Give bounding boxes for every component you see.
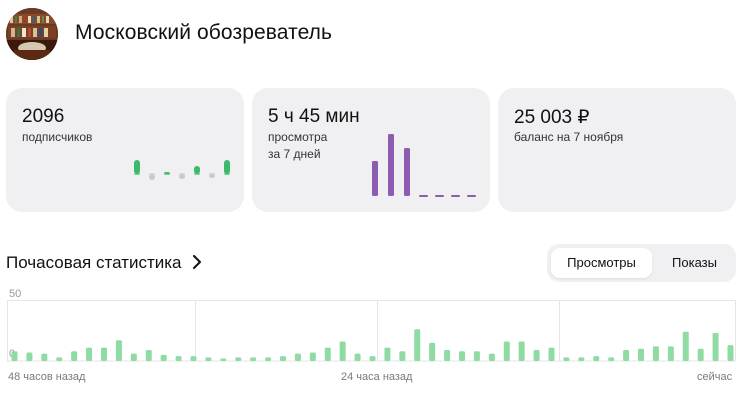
hourly-bar[interactable]	[623, 350, 630, 361]
hourly-bar[interactable]	[86, 347, 93, 361]
hourly-bar[interactable]	[160, 354, 167, 361]
hourly-stats-link[interactable]: Почасовая статистика	[6, 253, 202, 273]
hourly-bar[interactable]	[652, 346, 659, 361]
hourly-bar[interactable]	[220, 358, 227, 361]
hourly-bar[interactable]	[384, 347, 391, 361]
watch-time-spark-dash	[435, 195, 444, 197]
hourly-bar[interactable]	[503, 341, 510, 361]
hourly-bar[interactable]	[667, 346, 674, 361]
watch-time-spark-bar	[388, 134, 394, 196]
subscribers-card[interactable]: 2096 подписчиков	[6, 88, 244, 212]
hourly-bar[interactable]	[518, 341, 525, 361]
hourly-bar-chart: 500	[7, 288, 736, 362]
hourly-bar[interactable]	[399, 351, 406, 361]
watch-time-spark-dash	[419, 195, 428, 197]
y-tick-max: 50	[9, 288, 21, 300]
hourly-bar[interactable]	[41, 353, 48, 361]
hourly-bar[interactable]	[563, 357, 570, 361]
hourly-bar[interactable]	[429, 342, 436, 361]
hourly-bar[interactable]	[26, 352, 33, 361]
hourly-bar[interactable]	[280, 356, 286, 361]
hourly-bar[interactable]	[130, 353, 137, 361]
x-label-middle: 24 часа назад	[341, 371, 413, 383]
hourly-bar[interactable]	[593, 356, 600, 361]
subscribers-spark-bar	[179, 174, 185, 179]
subscribers-spark-bar	[224, 160, 230, 174]
hourly-bar[interactable]	[175, 356, 182, 361]
subscribers-spark-baseline	[164, 173, 170, 175]
hourly-bar[interactable]	[548, 347, 555, 361]
subscribers-sparkline	[134, 160, 230, 180]
hourly-bar[interactable]	[459, 351, 465, 361]
x-label-start: 48 часов назад	[8, 371, 86, 383]
balance-label: баланс на 7 ноября	[514, 130, 624, 144]
hourly-bar[interactable]	[533, 350, 540, 361]
hourly-bar[interactable]	[697, 348, 704, 361]
balance-card[interactable]: 25 003 ₽ баланс на 7 ноября	[498, 88, 736, 212]
subscribers-spark-baseline	[179, 173, 185, 175]
hourly-bar[interactable]	[145, 350, 152, 361]
hourly-bar[interactable]	[682, 331, 689, 361]
channel-name[interactable]: Московский обозреватель	[75, 21, 333, 44]
hourly-bar[interactable]	[712, 332, 719, 361]
hourly-bar[interactable]	[638, 348, 644, 361]
chevron-right-icon	[192, 254, 202, 272]
tab-views[interactable]: Просмотры	[551, 248, 652, 278]
hourly-bar[interactable]	[190, 356, 197, 361]
avatar-image	[6, 8, 58, 60]
hourly-bar[interactable]	[473, 351, 480, 361]
hourly-bar[interactable]	[250, 357, 257, 361]
hourly-bar[interactable]	[488, 353, 495, 361]
hourly-bar[interactable]	[727, 345, 734, 361]
subscribers-spark-bar	[194, 166, 200, 174]
watch-time-card[interactable]: 5 ч 45 мин просмотра за 7 дней	[252, 88, 490, 212]
hourly-bar[interactable]	[414, 329, 421, 361]
subscribers-spark-baseline	[134, 173, 140, 175]
watch-time-spark-dash	[451, 195, 460, 197]
hourly-bar[interactable]	[294, 353, 301, 361]
hourly-bar[interactable]	[354, 353, 361, 361]
hourly-bar[interactable]	[339, 341, 346, 361]
hourly-bar[interactable]	[71, 351, 78, 361]
watch-time-value: 5 ч 45 мин	[268, 106, 360, 127]
hourly-bar[interactable]	[235, 357, 242, 361]
watch-time-spark-bar	[404, 148, 410, 196]
channel-avatar[interactable]	[6, 8, 58, 60]
hourly-bar[interactable]	[11, 351, 18, 361]
subscribers-spark-baseline	[149, 173, 155, 175]
watch-time-sparkline	[372, 134, 476, 197]
subscribers-label: подписчиков	[22, 130, 93, 144]
hourly-bar[interactable]	[608, 357, 615, 361]
x-label-end: сейчас	[697, 371, 733, 383]
watch-time-label-line2: за 7 дней	[268, 147, 321, 161]
hourly-bar[interactable]	[324, 347, 331, 361]
hourly-bar[interactable]	[205, 357, 212, 361]
subscribers-spark-baseline	[224, 173, 230, 175]
hourly-bar[interactable]	[369, 356, 376, 361]
watch-time-label-line1: просмотра	[268, 130, 328, 144]
hourly-bar[interactable]	[101, 347, 107, 361]
subscribers-count: 2096	[22, 106, 65, 127]
watch-time-label: просмотра за 7 дней	[268, 129, 327, 163]
hourly-bar[interactable]	[444, 350, 451, 361]
watch-time-spark-bar	[372, 161, 378, 196]
metric-toggle: Просмотры Показы	[547, 244, 736, 282]
hourly-bar[interactable]	[265, 357, 272, 361]
watch-time-spark-dash	[467, 195, 476, 197]
hourly-bar[interactable]	[115, 340, 122, 361]
subscribers-spark-baseline	[209, 173, 215, 175]
hourly-bar[interactable]	[578, 357, 585, 361]
hourly-bar[interactable]	[56, 357, 63, 361]
tab-impressions[interactable]: Показы	[672, 255, 717, 270]
hourly-stats-title: Почасовая статистика	[6, 253, 182, 272]
balance-value: 25 003 ₽	[514, 107, 590, 128]
subscribers-spark-baseline	[194, 173, 200, 175]
hourly-bar[interactable]	[309, 352, 316, 361]
subscribers-spark-bar	[134, 160, 140, 174]
subscribers-spark-bar	[149, 174, 155, 180]
